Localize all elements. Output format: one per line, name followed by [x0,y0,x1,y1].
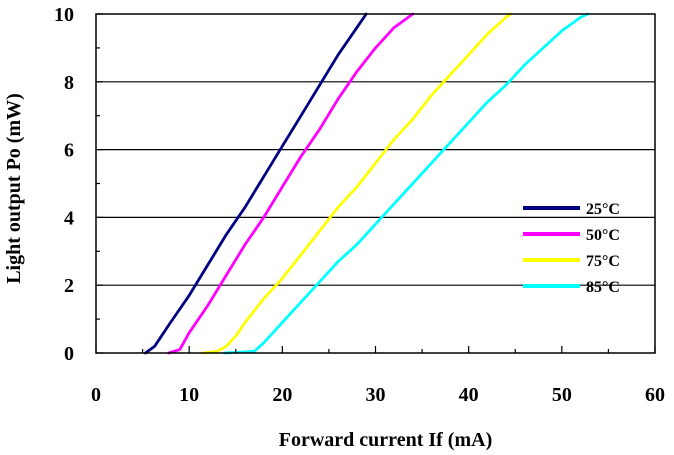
y-tick-label: 6 [64,140,74,162]
axis-ticks [95,13,656,354]
y-tick-label: 10 [54,4,74,26]
series-line-50c [167,12,415,355]
y-tick-label: 0 [64,343,74,365]
x-tick-labels: 0 10 20 30 40 50 60 [91,384,665,406]
y-axis-title: Light output Po (mW) [3,93,25,284]
legend-label: 85°C [586,279,620,296]
y-tick-label: 2 [64,275,74,297]
legend-label: 25°C [586,201,620,218]
legend: 25°C 50°C 75°C 85°C [523,201,620,296]
y-tick-label: 4 [64,207,74,229]
series-line-75c [201,12,513,355]
y-tick-labels: 0 2 4 6 8 10 [54,4,74,365]
x-tick-label: 60 [645,384,665,406]
x-tick-label: 30 [366,384,386,406]
legend-label: 50°C [586,227,620,244]
x-tick-label: 50 [552,384,572,406]
x-tick-label: 20 [272,384,292,406]
series-line-25c [143,12,368,355]
x-tick-label: 10 [179,384,199,406]
legend-label: 75°C [586,253,620,270]
series-line-85c [223,12,590,355]
plot-area-frame [95,13,656,354]
x-tick-label: 0 [91,384,101,406]
grid-lines [96,81,655,286]
x-axis-title: Forward current If (mA) [279,429,492,451]
series-lines [143,12,590,355]
y-tick-label: 8 [64,72,74,94]
x-tick-label: 40 [459,384,479,406]
